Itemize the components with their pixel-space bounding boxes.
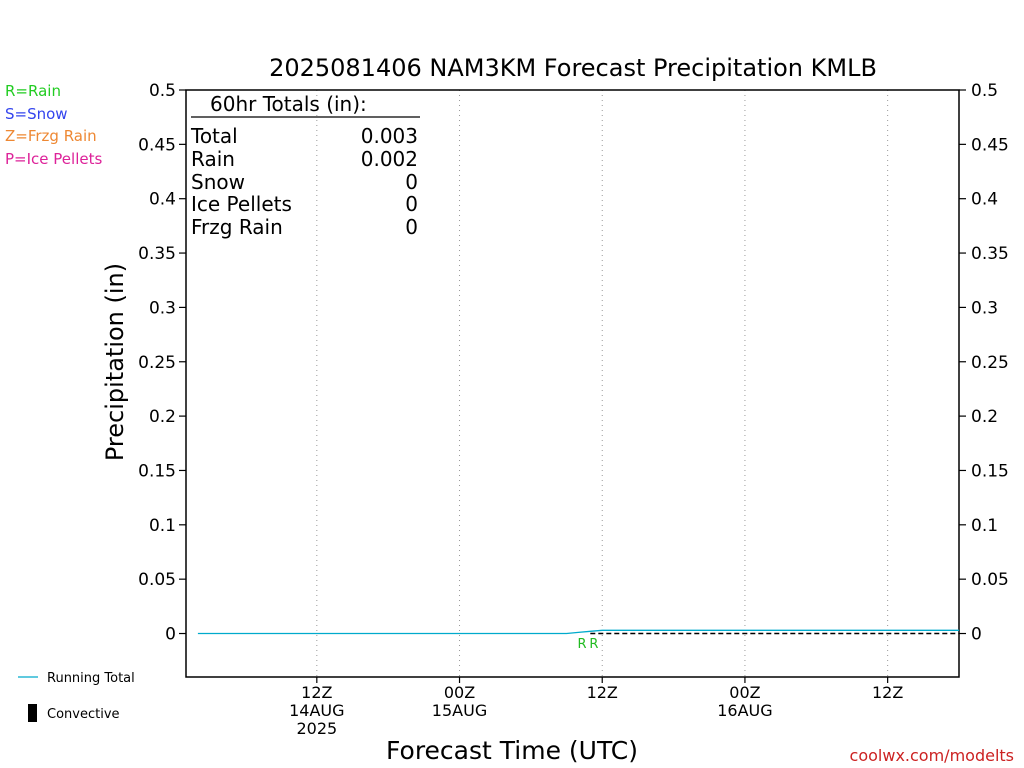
running-total-legend-label: Running Total [47,671,135,686]
legend-rain: R=Rain [5,82,61,100]
rain-marker-1: R [589,637,598,652]
legend-snow: S=Snow [5,105,68,123]
totals-box: 60hr Totals (in): Total 0.003 Rain 0.002… [190,92,420,239]
totals-value-rain: 0.002 [361,147,418,171]
x-tick-label-3-2: 16AUG [717,701,772,720]
plot-area: 0 00.05 0.050.1 0.10.15 0.150.2 0.20.25 0.250.… [138,81,1009,738]
x-tick-label-1-2: 15AUG [432,701,487,720]
y-tick-label-right-6: 0.3 [971,298,998,318]
y-tick-label-left-1: 0.05 [138,570,176,590]
legend-ice-pellets: P=Ice Pellets [5,150,102,168]
y-tick-label-left-0: 0 [165,625,176,645]
y-tick-label-right-2: 0.1 [971,516,998,536]
y-tick-label-right-9: 0.45 [971,135,1009,155]
totals-header: 60hr Totals (in): [210,92,367,116]
series-legend: Running Total Convective [18,671,135,722]
running-total-line [197,629,959,635]
x-tick-label-0-1: 12Z [301,683,332,702]
x-tick-label-1-1: 00Z [444,683,475,702]
totals-value-frzg-rain: 0 [405,215,418,239]
credit-text: coolwx.com/modelts [850,746,1014,765]
legend-frzg-rain: Z=Frzg Rain [5,127,97,145]
y-tick-label-right-8: 0.4 [971,190,998,210]
x-axis-label: Forecast Time (UTC) [386,736,638,765]
totals-label-rain: Rain [191,147,235,171]
y-axis-label: Precipitation (in) [101,263,129,461]
y-tick-label-right-1: 0.05 [971,570,1009,590]
x-tick-label-2-1: 12Z [587,683,618,702]
plot-frame [185,89,960,678]
chart-title: 2025081406 NAM3KM Forecast Precipitation… [269,54,877,82]
x-tick-label-0-2: 14AUG [289,701,344,720]
x-tick-label-4-1: 12Z [872,683,903,702]
y-tick-label-left-6: 0.3 [149,298,176,318]
rain-marker-0: R [577,637,586,652]
y-tick-label-left-10: 0.5 [149,81,176,101]
totals-value-ice-pellets: 0 [405,192,418,216]
y-tick-label-left-3: 0.15 [138,461,176,481]
precip-type-legend: R=Rain S=Snow Z=Frzg Rain P=Ice Pellets [5,82,102,168]
y-tick-label-right-4: 0.2 [971,407,998,427]
y-tick-label-left-9: 0.45 [138,135,176,155]
totals-label-ice-pellets: Ice Pellets [191,192,292,216]
y-tick-label-left-8: 0.4 [149,190,176,210]
totals-label-total: Total [190,124,238,148]
y-tick-label-right-3: 0.15 [971,461,1009,481]
y-tick-label-right-10: 0.5 [971,81,998,101]
totals-value-snow: 0 [405,170,418,194]
totals-value-total: 0.003 [361,124,418,148]
y-tick-label-right-7: 0.35 [971,244,1009,264]
x-tick-label-3-1: 00Z [729,683,760,702]
totals-label-frzg-rain: Frzg Rain [191,215,283,239]
totals-label-snow: Snow [191,170,245,194]
y-tick-label-left-4: 0.2 [149,407,176,427]
y-tick-label-left-5: 0.25 [138,353,176,373]
y-tick-label-right-5: 0.25 [971,353,1009,373]
y-tick-label-left-7: 0.35 [138,244,176,264]
convective-legend-swatch [28,704,37,722]
y-tick-label-right-0: 0 [971,625,982,645]
convective-legend-label: Convective [47,707,120,722]
x-tick-label-0-3: 2025 [296,719,337,738]
y-tick-label-left-2: 0.1 [149,516,176,536]
